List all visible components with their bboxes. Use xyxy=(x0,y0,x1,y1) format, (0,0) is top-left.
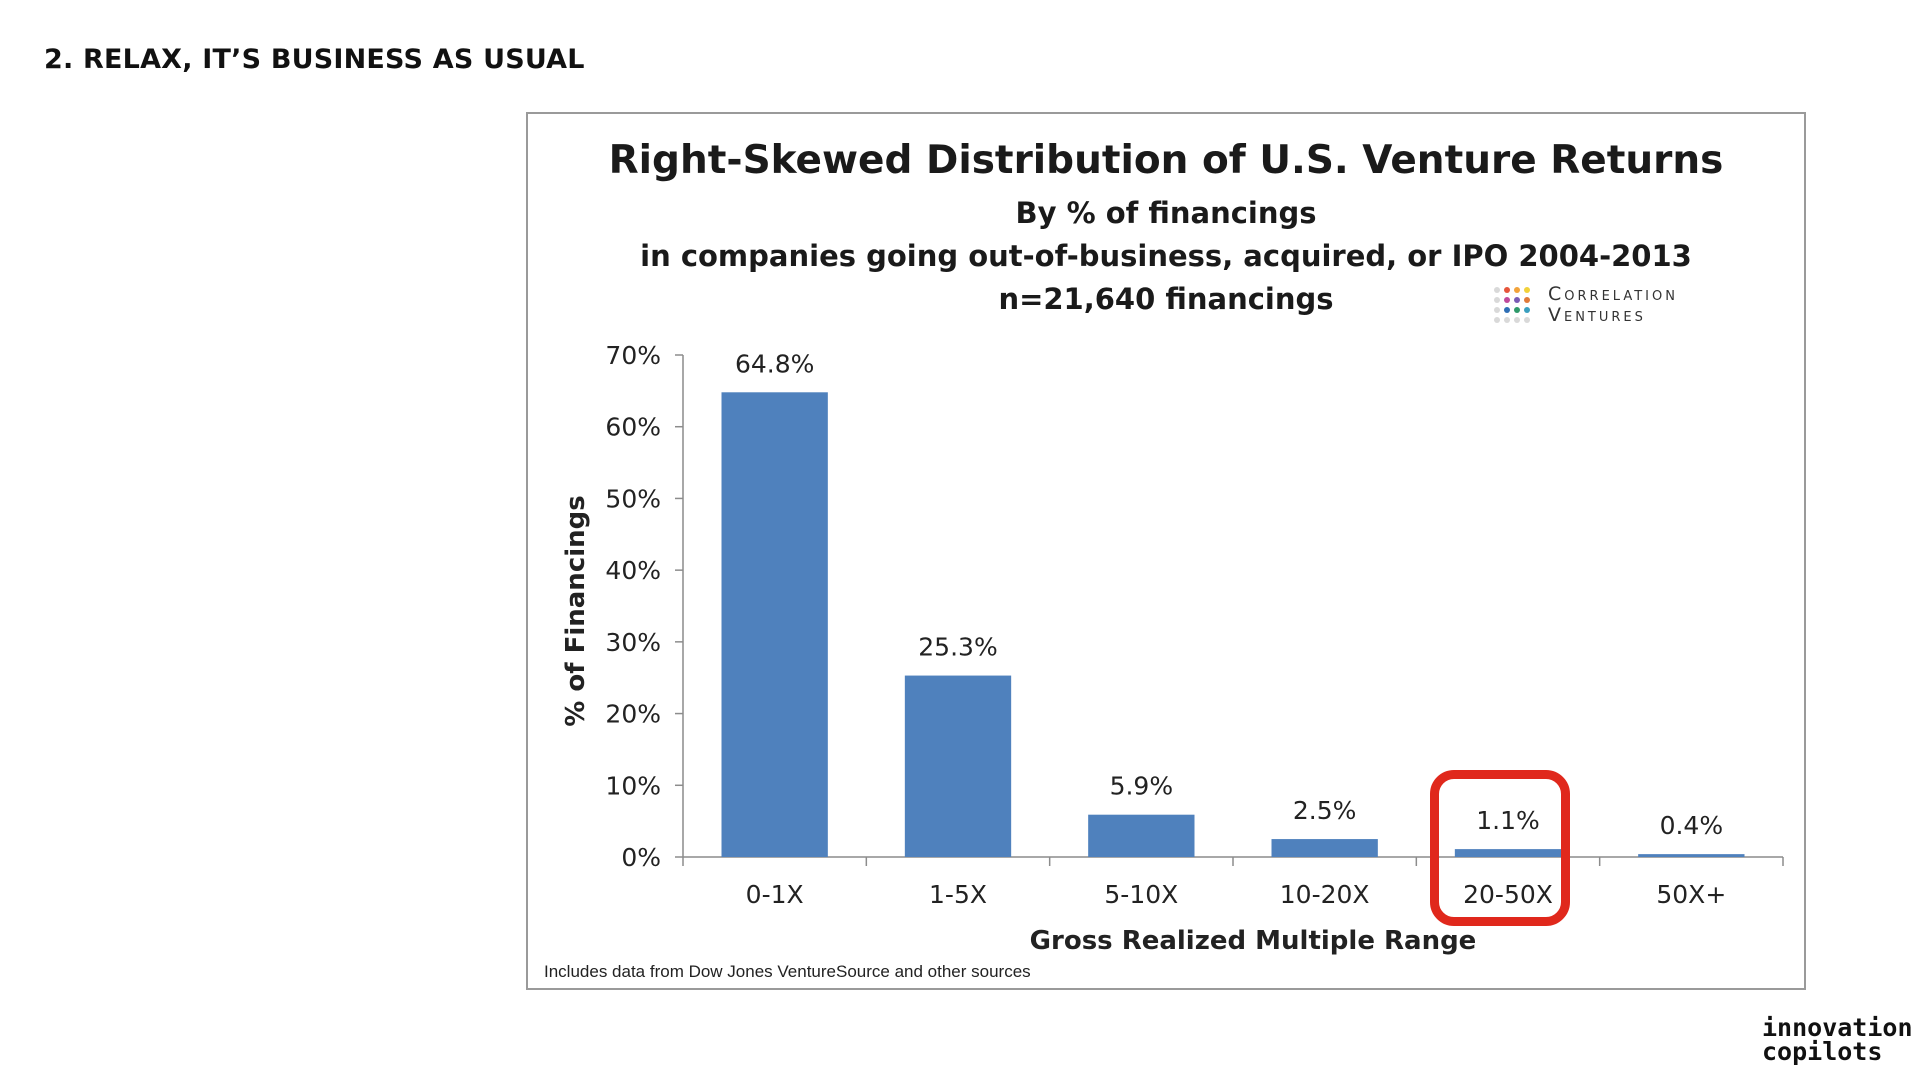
x-axis-title: Gross Realized Multiple Range xyxy=(1030,926,1477,956)
data-label: 2.5% xyxy=(1293,796,1357,825)
chart-frame: Right-Skewed Distribution of U.S. Ventur… xyxy=(526,112,1806,990)
data-label: 5.9% xyxy=(1110,772,1174,801)
correlation-ventures-logo: Correlation Ventures xyxy=(1494,284,1678,326)
y-tick-label: 20% xyxy=(605,700,661,729)
logo-dot xyxy=(1494,297,1500,303)
logo-dot xyxy=(1494,317,1500,323)
logo-dot xyxy=(1514,317,1520,323)
x-tick-label: 1-5X xyxy=(929,880,987,909)
y-axis-title: % of Financings xyxy=(561,495,591,727)
logo-dot xyxy=(1494,287,1500,293)
logo-dots-icon xyxy=(1494,287,1530,323)
logo-text-line1: Correlation xyxy=(1548,283,1678,305)
x-tick-label: 5-10X xyxy=(1104,880,1178,909)
bar xyxy=(1454,849,1562,857)
x-tick-label: 50X+ xyxy=(1656,880,1726,909)
data-label: 1.1% xyxy=(1476,806,1540,835)
chart-subtitle-sample-size: n=21,640 financings xyxy=(998,282,1334,316)
bar xyxy=(1088,814,1195,857)
logo-dot xyxy=(1504,297,1510,303)
logo-dot xyxy=(1524,307,1530,313)
logo-dot xyxy=(1514,297,1520,303)
data-label: 25.3% xyxy=(918,633,997,662)
logo-dot xyxy=(1524,317,1530,323)
data-label: 64.8% xyxy=(735,349,814,378)
logo-dot xyxy=(1514,307,1520,313)
chart-subtitle-financings: By % of financings xyxy=(1015,196,1317,230)
y-tick-label: 60% xyxy=(605,413,661,442)
y-tick-label: 10% xyxy=(605,771,661,800)
chart-title: Right-Skewed Distribution of U.S. Ventur… xyxy=(608,138,1724,183)
bar xyxy=(1271,839,1378,857)
y-tick-label: 0% xyxy=(621,843,661,872)
data-label: 0.4% xyxy=(1660,811,1724,840)
logo-dot xyxy=(1524,297,1530,303)
x-tick-label: 0-1X xyxy=(746,880,804,909)
logo-text-line2: Ventures xyxy=(1548,304,1646,326)
bar xyxy=(904,675,1012,857)
logo-dot xyxy=(1504,317,1510,323)
logo-dot xyxy=(1494,307,1500,313)
source-note: Includes data from Dow Jones VentureSour… xyxy=(544,962,1031,981)
logo-text: Correlation Ventures xyxy=(1548,284,1678,326)
logo-dot xyxy=(1524,287,1530,293)
y-tick-label: 40% xyxy=(605,556,661,585)
bar-chart: 0% 10% 20% 30% 40% 50% 60% 70% 64.8% 0-1X 25.3% 1-5… xyxy=(561,341,1784,956)
logo-dot xyxy=(1504,287,1510,293)
x-tick-label: 10-20X xyxy=(1280,880,1370,909)
y-tick-label: 30% xyxy=(605,628,661,657)
highlight-box-20-50x xyxy=(1430,770,1570,926)
x-tick-label: 20-50X xyxy=(1463,880,1553,909)
innovation-copilots-logo: innovation copilots xyxy=(1762,1013,1913,1066)
y-tick-label: 70% xyxy=(605,341,661,370)
logo-dot xyxy=(1504,307,1510,313)
brand-line2: copilots xyxy=(1762,1037,1883,1066)
bar xyxy=(1638,854,1745,857)
slide-title: 2. RELAX, IT’S BUSINESS AS USUAL xyxy=(44,44,585,75)
brand-line1: innovation xyxy=(1762,1013,1913,1042)
y-tick-label: 50% xyxy=(605,484,661,513)
logo-dot xyxy=(1514,287,1520,293)
chart-subtitle-companies: in companies going out-of-business, acqu… xyxy=(640,239,1692,273)
bar xyxy=(721,392,828,857)
